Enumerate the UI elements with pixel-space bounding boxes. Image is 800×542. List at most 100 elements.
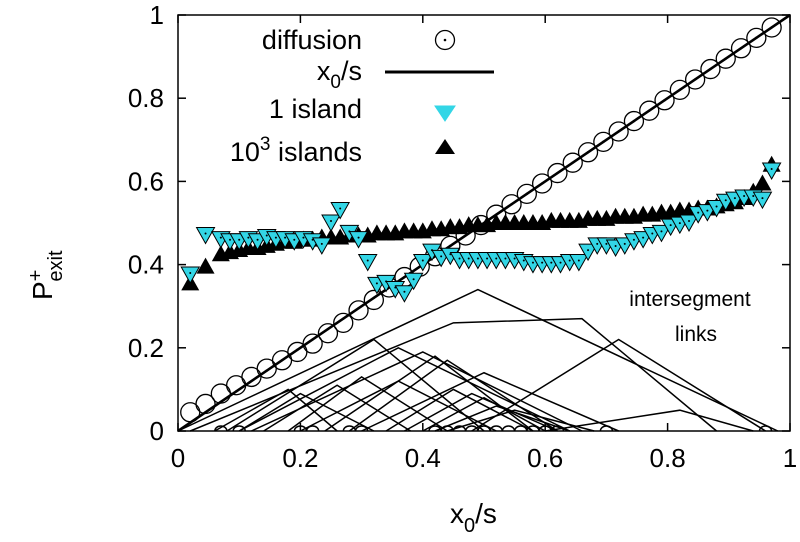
y-axis-title-sup: + (25, 270, 47, 282)
diffusion-point (317, 323, 339, 344)
legend-label-diffusion: diffusion (262, 25, 362, 55)
island-1-point-dot (486, 257, 489, 260)
axis-ticks: 0 0.2 0.4 0.6 0.8 1 0 0.2 0.4 0.6 0.8 1 (128, 0, 797, 473)
island-1-point-dot (504, 257, 507, 260)
diffusion-point (256, 358, 277, 379)
island-1-point (311, 237, 332, 255)
island-1-point-dot (189, 272, 192, 274)
island-1-point-dot (550, 261, 553, 264)
diffusion-dot (632, 119, 636, 123)
link-bump (526, 425, 540, 432)
island-1-point-dot (265, 234, 268, 237)
diffusion-dot (755, 36, 758, 40)
island-1-point (195, 226, 216, 245)
diffusion-point (730, 38, 752, 59)
island-1-point (357, 254, 378, 272)
link-line (471, 338, 766, 432)
island-1-point-dot (623, 242, 626, 245)
link-bump (214, 425, 228, 432)
diffusion-point (302, 333, 323, 354)
link-bump (440, 425, 455, 432)
island-1-point-dot (697, 211, 700, 214)
island-1-point-dot (320, 242, 323, 245)
diffusion-dot (678, 88, 682, 92)
island-1-point (752, 191, 773, 210)
link-bump (599, 425, 614, 432)
legend-label-x0s: x0/s (317, 56, 362, 93)
diffusion-dot (693, 78, 697, 81)
island-1-point-dot (642, 236, 645, 239)
diffusion-point (654, 90, 675, 111)
island-1-point-dot (743, 195, 746, 198)
legend-marker-diffusion (434, 29, 456, 51)
link-bump (513, 425, 528, 432)
link-bump (305, 425, 320, 432)
island-1-point-dot (715, 205, 718, 208)
x-axis-title-tail: /s (475, 498, 497, 529)
diffusion-dot (709, 67, 712, 71)
island-1-point-dot (366, 259, 369, 262)
diffusion-dot (770, 26, 773, 29)
diffusion-point (761, 17, 782, 38)
island-1-point-dot (421, 259, 424, 262)
island-1-point-dot (219, 236, 222, 239)
diffusion-dot (571, 161, 574, 164)
diffusion-dot (739, 47, 743, 50)
island-1-point-dot (467, 257, 470, 260)
island-1-point (651, 224, 672, 243)
diffusion-dot (648, 109, 651, 112)
diffusion-point (746, 27, 767, 49)
link-bump (293, 425, 308, 432)
diffusion-dot (234, 390, 238, 393)
link-bump (465, 425, 479, 432)
diffusion-point (180, 402, 201, 423)
island-1-point-dot (229, 238, 232, 241)
link-line (434, 405, 570, 432)
island-1-point-dot (541, 261, 544, 264)
island-1-point (569, 254, 589, 272)
link-line (422, 396, 546, 432)
diffusion-dot (586, 151, 590, 154)
diffusion-dot (510, 203, 513, 206)
island-1-point-dot (357, 236, 360, 239)
island-1-point-dot (596, 242, 599, 245)
diffusion-point (348, 300, 369, 321)
island-1-point-dot (440, 255, 443, 258)
annotation-line2: links (675, 323, 717, 346)
link-line (348, 359, 558, 432)
diffusion-dot (540, 182, 544, 185)
island-1-point (679, 214, 699, 233)
island-1-point-dot (587, 249, 590, 252)
diffusion-dot (250, 379, 253, 383)
island-1-point-dot (614, 244, 617, 247)
island-1-point-dot (238, 238, 241, 241)
legend: diffusion x0/s 1 island 103 islands (230, 25, 494, 167)
island-1-point-dot (660, 230, 663, 233)
diffusion-dot (525, 192, 529, 196)
island-1-point-dot (651, 232, 654, 235)
annotation-line1: intersegment (629, 288, 751, 311)
link-bump (477, 425, 491, 432)
diffusion-dot (602, 140, 605, 144)
diffusion-dot (357, 307, 360, 310)
island-1-point-dot (688, 220, 691, 222)
link-bump (489, 425, 503, 432)
diffusion-dot (449, 244, 452, 248)
y-axis-title: P+exit (25, 250, 67, 300)
diffusion-point (501, 194, 522, 215)
diffusion-point (593, 131, 614, 153)
island-1-point-dot (476, 257, 479, 260)
island-1-point-dot (678, 222, 681, 225)
legend-label-1-island: 1 island (269, 94, 362, 124)
islands-1000-point (196, 257, 215, 274)
link-bump (232, 425, 246, 432)
diffusion-dot (372, 296, 376, 300)
island-1-point-dot (669, 224, 672, 227)
island-1-point-dot (577, 259, 580, 262)
data-series (177, 13, 791, 433)
link-line (189, 317, 718, 432)
x-tick-label: 0.8 (650, 443, 686, 473)
island-1-point-dot (293, 238, 296, 241)
island-1-point (403, 272, 424, 291)
